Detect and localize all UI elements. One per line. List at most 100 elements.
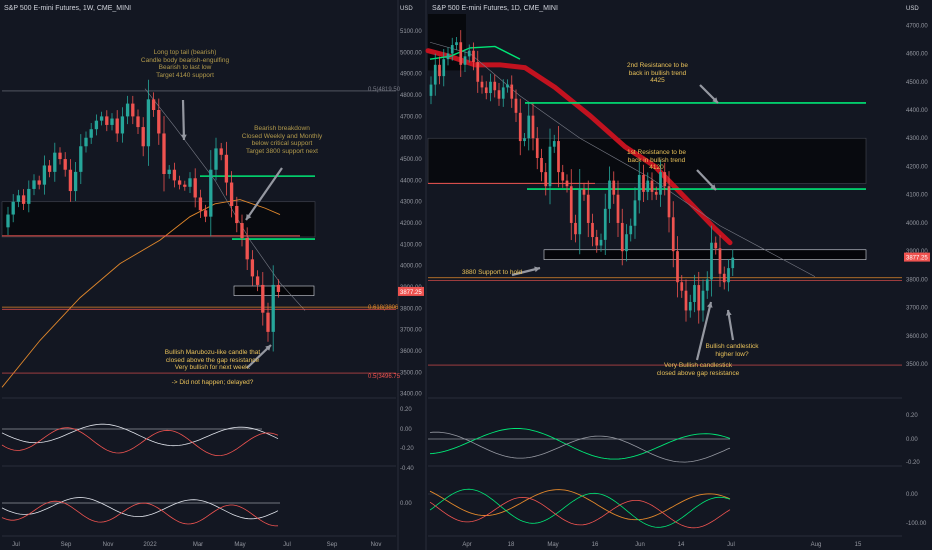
daily-candle	[493, 81, 497, 91]
daily-candle	[476, 62, 480, 82]
weekly-candle	[151, 99, 156, 110]
annotation-arrows	[180, 84, 735, 369]
weekly-candle	[183, 184, 187, 187]
daily-candle	[650, 180, 654, 192]
left-price-tick: 3800.00	[400, 306, 422, 312]
daily-candles	[429, 30, 735, 324]
right-green-ma	[429, 45, 521, 60]
right-price-tick: 4700.00	[906, 23, 928, 29]
weekly-candle	[16, 195, 21, 202]
moving-averages	[1, 41, 816, 388]
daily-candle	[540, 158, 543, 173]
left-price-tick: 4700.00	[400, 114, 422, 120]
left-osc1-tick: 0.20	[400, 407, 412, 413]
weekly-candle	[177, 180, 182, 185]
weekly-candle	[68, 169, 73, 192]
right-osc2-third	[429, 496, 731, 529]
left-price-tick: 4600.00	[400, 136, 422, 142]
weekly-candle	[21, 195, 26, 204]
left-x-tick: Sep	[327, 542, 338, 548]
annotation-bearish-breakdown: Bearish breakdown Closed Weekly and Mont…	[241, 125, 323, 155]
oscillators	[1, 423, 731, 529]
daily-candle	[574, 222, 577, 235]
right-x-tick: Apr	[462, 542, 471, 548]
annotation-1st-resistance: 1st Resistance to be back in bullish tre…	[627, 149, 686, 171]
daily-candle	[523, 138, 526, 142]
weekly-candle	[99, 116, 104, 121]
weekly-candle	[58, 152, 62, 160]
daily-candle	[603, 208, 607, 240]
right-price-tick: 4200.00	[906, 164, 928, 170]
daily-candle	[710, 242, 713, 280]
left-price-tick: 5100.00	[400, 29, 422, 35]
weekly-candle	[229, 182, 234, 206]
weekly-candle	[271, 284, 275, 332]
arrow-breakdown-head	[246, 214, 252, 220]
weekly-candle	[110, 118, 114, 125]
daily-candle	[705, 279, 709, 291]
daily-candle	[467, 50, 471, 57]
weekly-candle	[255, 276, 260, 285]
annotation-higher-low: Bullish candlestick higher low?	[705, 343, 759, 358]
weekly-candle	[84, 137, 88, 147]
right-osc1-tick: -0.20	[906, 460, 920, 466]
weekly-candle	[188, 178, 192, 187]
right-osc2-line	[429, 489, 731, 521]
daily-candle	[731, 257, 735, 269]
weekly-candle	[73, 171, 78, 192]
level-label-0.618: 0.618(3806	[368, 305, 399, 311]
daily-candle	[484, 87, 488, 94]
left-trendline	[144, 88, 306, 311]
annotation-top-tail: Long top tail (bearish) Candle body bear…	[140, 49, 230, 79]
daily-candle	[463, 56, 467, 65]
weekly-candle	[172, 169, 177, 181]
right-x-tick: Jun	[635, 542, 645, 548]
weekly-candle	[32, 180, 36, 189]
level-label-0.5-lower: 0.5(3496.75	[368, 374, 401, 380]
daily-candle	[722, 273, 726, 283]
daily-candle	[433, 64, 437, 85]
daily-candle	[595, 237, 599, 246]
left-x-tick: 2022	[143, 542, 157, 548]
left-price-tick: 4000.00	[400, 264, 422, 270]
daily-candle	[438, 64, 441, 77]
weekly-candle	[125, 103, 130, 117]
weekly-candle	[11, 201, 15, 215]
weekly-candle	[209, 169, 213, 217]
weekly-candle	[6, 214, 10, 228]
left-osc2-line	[1, 497, 279, 520]
daily-candle	[629, 225, 633, 235]
weekly-candle	[235, 206, 239, 224]
weekly-candles	[6, 79, 281, 352]
weekly-candle	[266, 312, 270, 332]
daily-candle	[642, 174, 645, 192]
right-price-tick: 3700.00	[906, 306, 928, 312]
right-price-tick: 4300.00	[906, 136, 928, 142]
daily-candle	[459, 42, 463, 65]
daily-candle	[646, 180, 650, 192]
daily-candle	[680, 282, 684, 291]
weekly-candle	[42, 165, 47, 185]
weekly-candle	[261, 284, 265, 313]
right-red-ma-band	[425, 48, 733, 246]
arrow-marubozu-head	[265, 345, 271, 351]
weekly-candle	[115, 118, 119, 134]
right-osc1-tick: 0.00	[906, 437, 918, 443]
annotation-very-bullish: Very Bullish candlestick closed above ga…	[656, 362, 740, 377]
right-price-unit: USD	[906, 6, 919, 12]
right-osc1-tick: 0.20	[906, 413, 918, 419]
daily-candle	[527, 115, 531, 139]
daily-candle	[561, 172, 565, 181]
right-price-tick: 4000.00	[906, 221, 928, 227]
daily-candle	[697, 285, 701, 311]
left-200-ma	[1, 199, 281, 388]
left-price-tick: 4400.00	[400, 178, 422, 184]
right-x-tick: 16	[592, 542, 599, 548]
left-price-unit: USD	[400, 6, 413, 12]
right-osc2-signal	[429, 488, 731, 528]
left-chart-title: S&P 500 E-mini Futures, 1W, CME_MINI	[4, 5, 132, 12]
daily-candle	[637, 174, 641, 201]
daily-candle	[714, 242, 718, 249]
left-price-tick: 3400.00	[400, 392, 422, 398]
weekly-candle	[224, 154, 229, 183]
